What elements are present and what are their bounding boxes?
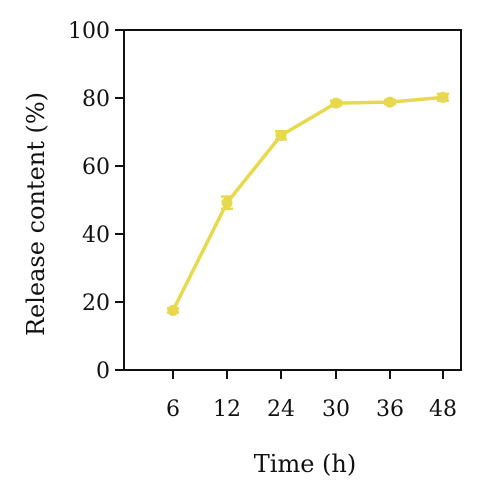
series-layer bbox=[167, 91, 449, 316]
x-tick-label: 36 bbox=[376, 397, 404, 422]
y-tick-label: 100 bbox=[68, 19, 110, 44]
x-tick-label: 24 bbox=[267, 397, 295, 422]
data-point bbox=[167, 305, 179, 316]
y-tick-label: 80 bbox=[82, 87, 110, 112]
data-point bbox=[330, 97, 342, 109]
y-tick-label: 20 bbox=[82, 291, 110, 316]
plot-frame bbox=[123, 29, 462, 371]
x-tick-label: 48 bbox=[429, 397, 457, 422]
x-tick-label: 30 bbox=[322, 397, 350, 422]
x-axis-title: Time (h) bbox=[254, 450, 356, 478]
data-point bbox=[275, 129, 287, 141]
y-tick-label: 0 bbox=[96, 359, 110, 384]
y-axis-title: Release content (%) bbox=[22, 92, 50, 336]
x-tick-label: 6 bbox=[166, 397, 180, 422]
data-point bbox=[221, 197, 233, 209]
y-axis-ticks: 0 20 40 60 80 100 bbox=[68, 19, 124, 384]
x-tick-label: 12 bbox=[213, 397, 241, 422]
data-point bbox=[437, 91, 449, 103]
y-tick-label: 60 bbox=[82, 155, 110, 180]
data-point bbox=[384, 96, 396, 108]
series-line bbox=[171, 95, 444, 312]
x-axis-ticks: 6 12 24 30 36 48 bbox=[166, 370, 457, 422]
y-tick-label: 40 bbox=[82, 223, 110, 248]
